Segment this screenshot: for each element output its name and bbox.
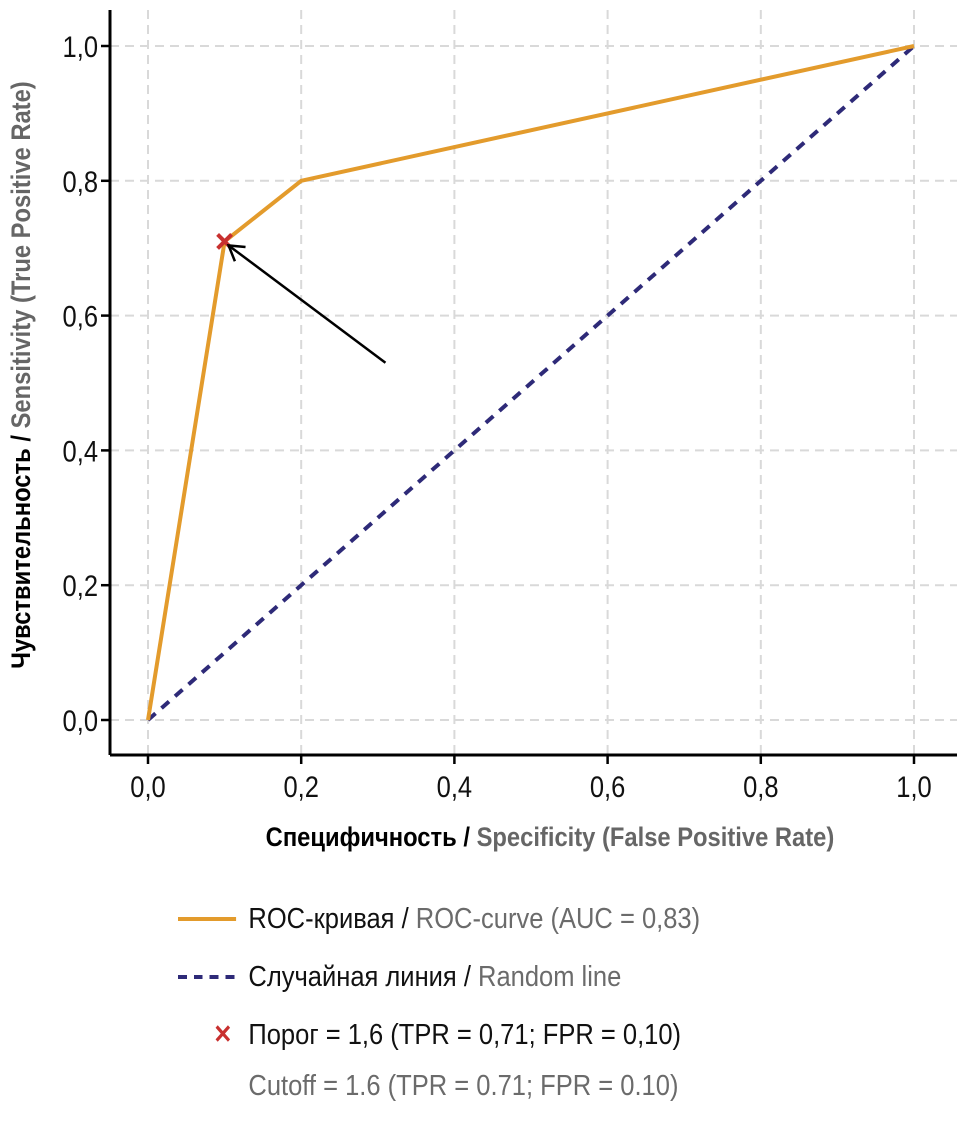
legend-label-en: Random line (478, 960, 622, 993)
y-tick-label: 1,0 (63, 30, 98, 63)
legend-item-roc: ROC-кривая / ROC-curve (AUC = 0,83) (178, 890, 700, 948)
grid (110, 10, 957, 755)
y-tick-label: 0,2 (63, 569, 98, 602)
x-axis-title-en: Specificity (False Positive Rate) (477, 823, 835, 853)
x-axis-title-ru: Специфичность (266, 823, 457, 853)
legend-item-cutoff-en: Cutoff = 1.6 (TPR = 0.71; FPR = 0.10) (248, 1069, 679, 1102)
x-axis-title: Специфичность / Specificity (False Posit… (266, 823, 835, 853)
series (146, 44, 916, 722)
annotation-arrow-head (226, 244, 246, 262)
ticks: 0,0 0,2 0,4 0,6 0,8 1,0 0,0 0,2 0,4 0,6 0,8 1,0 (63, 30, 932, 803)
annotations (226, 244, 387, 364)
annotation-arrow (227, 244, 387, 364)
x-tick-label: 0,6 (590, 770, 625, 803)
y-axis-title: Чувствительность / Sensitivity (True Pos… (7, 81, 37, 668)
legend-label-ru: ROC-кривая (248, 902, 395, 935)
cutoff-marker-stroke (216, 233, 234, 250)
x-tick-label: 1,0 (896, 770, 931, 803)
axes (108, 10, 957, 757)
y-axis-title-ru: Чувствительность (7, 448, 37, 668)
x-tick-label: 0,2 (283, 770, 318, 803)
legend: ROC-кривая / ROC-curve (AUC = 0,83) Случ… (178, 890, 700, 1108)
y-tick-label: 0,4 (63, 434, 98, 467)
x-tick-label: 0,8 (743, 770, 778, 803)
legend-swatch-dashed-line (178, 967, 237, 987)
y-axis-title-sep: / (7, 428, 37, 448)
legend-swatch-x-marker: ✕ (178, 1021, 236, 1047)
y-tick-label: 0,6 (63, 300, 98, 333)
x-tick-label: 0,4 (437, 770, 472, 803)
series-line-random-line (146, 44, 916, 722)
legend-item-cutoff: ✕ Порог = 1,6 (TPR = 0,71; FPR = 0,10) (178, 1006, 700, 1064)
y-tick-label: 0,0 (63, 704, 98, 737)
series-line-roc-curve (146, 44, 915, 721)
legend-sep: / (394, 902, 416, 935)
legend-swatch-solid-line (178, 909, 237, 929)
legend-label-en: ROC-curve (AUC = 0,83) (415, 902, 701, 935)
legend-sep: / (456, 960, 479, 993)
x-axis-title-sep: / (457, 823, 477, 853)
legend-item-random: Случайная линия / Random line (178, 948, 700, 1006)
legend-label-ru: Случайная линия (248, 960, 457, 993)
x-marker-icon: ✕ (213, 1019, 233, 1049)
roc-chart: 0,0 0,2 0,4 0,6 0,8 1,0 0,0 0,2 0,4 0,6 0,8 1,0 Спе… (7, 10, 957, 853)
legend-label-ru: Порог = 1,6 (TPR = 0,71; FPR = 0,10) (248, 1018, 682, 1051)
y-axis-title-en: Sensitivity (True Positive Rate) (7, 81, 37, 428)
x-tick-label: 0,0 (130, 770, 165, 803)
y-tick-label: 0,8 (63, 165, 98, 198)
